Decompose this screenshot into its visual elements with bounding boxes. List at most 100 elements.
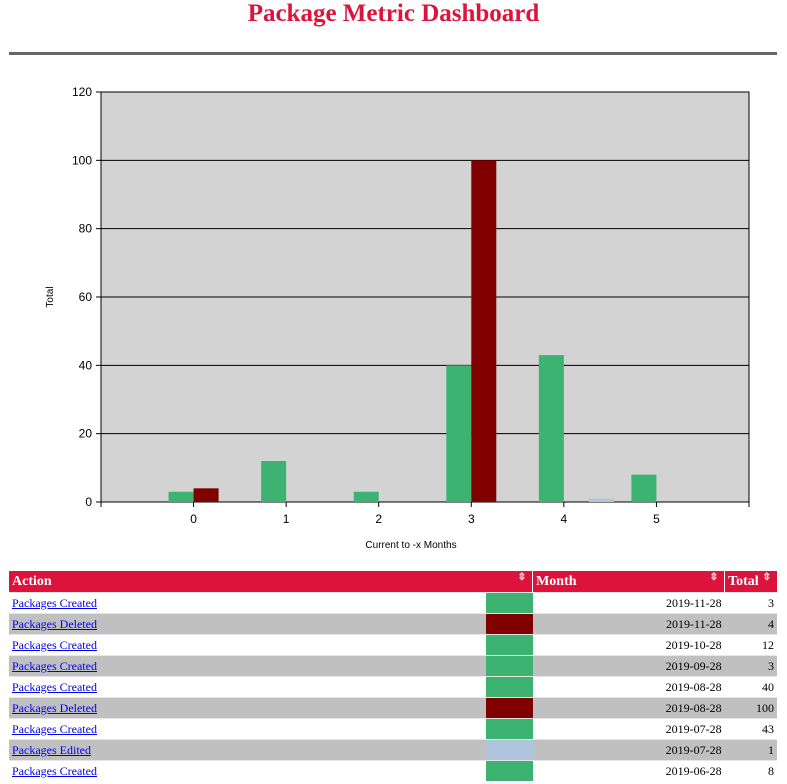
total-column-header[interactable]: Total ⇳ <box>724 571 777 593</box>
y-tick-label: 40 <box>79 358 93 372</box>
x-tick-label: 4 <box>561 512 568 526</box>
action-cell: Packages Created <box>9 760 486 781</box>
action-cell: Packages Created <box>9 655 486 677</box>
bar <box>588 498 614 502</box>
bar <box>538 355 564 502</box>
sort-icon[interactable]: ⇳ <box>709 572 719 583</box>
color-swatch-cell <box>485 718 533 740</box>
month-header-label: Month <box>536 573 577 589</box>
bar <box>168 491 194 502</box>
x-tick-label: 1 <box>283 512 290 526</box>
color-swatch <box>485 761 533 781</box>
total-cell: 3 <box>724 655 777 677</box>
table-row: Packages Created 2019-06-28 8 <box>9 760 777 781</box>
color-swatch <box>485 593 533 613</box>
color-swatch-cell <box>485 760 533 781</box>
action-header-label: Action <box>12 573 52 589</box>
sort-icon[interactable]: ⇳ <box>762 572 771 583</box>
action-cell: Packages Created <box>9 634 486 656</box>
action-cell: Packages Created <box>9 718 486 740</box>
total-header-label: Total <box>728 573 759 589</box>
color-swatch <box>485 719 533 739</box>
x-axis-label: Current to -x Months <box>365 540 456 551</box>
color-swatch <box>485 656 533 676</box>
month-column-header[interactable]: Month ⇳ <box>532 571 726 593</box>
table-header-row: Action ⇳ Month ⇳ Total ⇳ <box>9 571 777 593</box>
bar <box>353 491 379 502</box>
page-title: Package Metric Dashboard <box>247 0 540 27</box>
total-cell: 1 <box>724 739 777 761</box>
bar <box>193 488 219 502</box>
color-swatch-cell <box>485 676 533 698</box>
sort-icon[interactable]: ⇳ <box>517 572 527 583</box>
month-cell: 2019-11-28 <box>532 592 725 614</box>
y-tick-label: 120 <box>72 85 92 99</box>
table-row: Packages Created 2019-09-28 3 <box>9 655 777 677</box>
table-row: Packages Deleted 2019-08-28 100 <box>9 697 777 719</box>
month-cell: 2019-06-28 <box>532 760 725 781</box>
bar <box>471 160 497 502</box>
x-tick-label: 0 <box>190 512 197 526</box>
color-swatch <box>485 635 533 655</box>
action-link[interactable]: Packages Deleted <box>12 700 97 715</box>
action-cell: Packages Edited <box>9 739 486 761</box>
total-cell: 40 <box>724 676 777 698</box>
table-row: Packages Created 2019-07-28 43 <box>9 718 777 740</box>
action-link[interactable]: Packages Deleted <box>12 616 97 631</box>
action-cell: Packages Deleted <box>9 697 486 719</box>
action-link[interactable]: Packages Created <box>12 721 97 736</box>
y-tick-label: 0 <box>85 495 92 509</box>
table-row: Packages Deleted 2019-11-28 4 <box>9 613 777 635</box>
month-cell: 2019-11-28 <box>532 613 725 635</box>
x-tick-label: 3 <box>468 512 475 526</box>
color-swatch-cell <box>485 739 533 761</box>
bar <box>631 474 657 502</box>
total-cell: 4 <box>724 613 777 635</box>
x-tick-label: 5 <box>653 512 660 526</box>
action-link[interactable]: Packages Edited <box>12 742 91 757</box>
title-divider <box>9 52 777 55</box>
action-link[interactable]: Packages Created <box>12 637 97 652</box>
table-row: Packages Edited 2019-07-28 1 <box>9 739 777 761</box>
total-cell: 12 <box>724 634 777 656</box>
color-swatch-cell <box>485 634 533 656</box>
month-cell: 2019-07-28 <box>532 739 725 761</box>
action-cell: Packages Created <box>9 592 486 614</box>
action-column-header[interactable]: Action ⇳ <box>9 571 534 593</box>
color-swatch-cell <box>485 592 533 614</box>
month-cell: 2019-09-28 <box>532 655 725 677</box>
color-swatch <box>485 614 533 634</box>
y-axis-label: Total <box>45 286 56 307</box>
total-cell: 8 <box>724 760 777 781</box>
y-tick-label: 20 <box>79 427 93 441</box>
y-tick-label: 100 <box>72 153 92 167</box>
month-cell: 2019-08-28 <box>532 676 725 698</box>
action-link[interactable]: Packages Created <box>12 595 97 610</box>
metrics-table: Action ⇳ Month ⇳ Total ⇳ Packages Create… <box>9 571 777 781</box>
month-cell: 2019-07-28 <box>532 718 725 740</box>
action-cell: Packages Created <box>9 676 486 698</box>
action-link[interactable]: Packages Created <box>12 763 97 778</box>
month-cell: 2019-08-28 <box>532 697 725 719</box>
action-cell: Packages Deleted <box>9 613 486 635</box>
total-cell: 43 <box>724 718 777 740</box>
y-tick-label: 60 <box>79 290 93 304</box>
total-cell: 3 <box>724 592 777 614</box>
color-swatch-cell <box>485 697 533 719</box>
bar <box>261 461 287 502</box>
table-row: Packages Created 2019-11-28 3 <box>9 592 777 614</box>
color-swatch <box>485 677 533 697</box>
bar-chart: 0 20 40 60 80 100 120 0 1 2 3 4 5 Current to -x Month… <box>45 85 750 551</box>
month-cell: 2019-10-28 <box>532 634 725 656</box>
table-row: Packages Created 2019-10-28 12 <box>9 634 777 656</box>
action-link[interactable]: Packages Created <box>12 679 97 694</box>
table-row: Packages Created 2019-08-28 40 <box>9 676 777 698</box>
color-swatch <box>485 740 533 760</box>
y-tick-label: 80 <box>79 222 93 236</box>
action-link[interactable]: Packages Created <box>12 658 97 673</box>
total-cell: 100 <box>724 697 777 719</box>
x-tick-label: 2 <box>375 512 382 526</box>
color-swatch-cell <box>485 613 533 635</box>
bar <box>446 365 472 502</box>
color-swatch <box>485 698 533 718</box>
